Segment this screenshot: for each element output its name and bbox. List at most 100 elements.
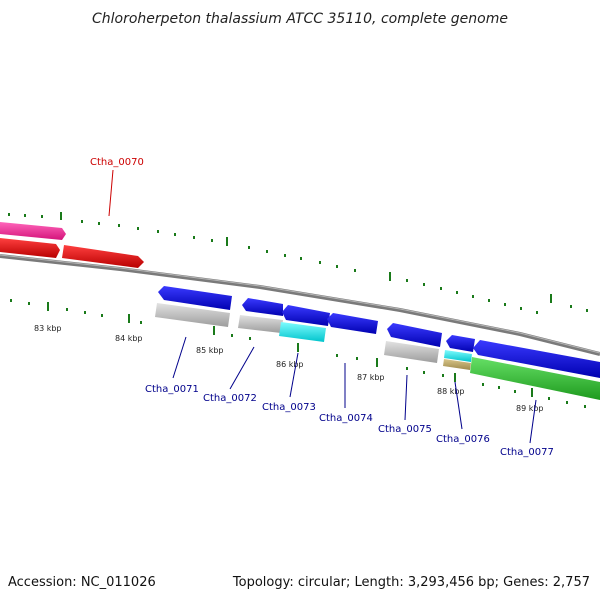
tick-dot (406, 279, 408, 282)
leader-line (404, 374, 408, 421)
gene-reverse-blue-4[interactable] (327, 313, 378, 334)
tick-major (531, 388, 533, 397)
gene-reverse-gray-3[interactable] (384, 341, 439, 363)
gene-reverse-blue-7[interactable] (473, 340, 600, 378)
tick-dot (336, 265, 338, 268)
tick-dot (570, 305, 572, 308)
gene-label-ctha-0074[interactable]: Ctha_0074 (319, 413, 373, 424)
tick-dot (8, 213, 10, 216)
scale-label: 84 kbp (115, 334, 143, 343)
tick-dot (354, 269, 356, 272)
gene-forward-red-2[interactable] (62, 245, 144, 268)
tick-major (60, 212, 62, 220)
gene-label-ctha-0077[interactable]: Ctha_0077 (500, 447, 554, 458)
tick-dot (536, 311, 538, 314)
gene-label-ctha-0073[interactable]: Ctha_0073 (262, 402, 316, 413)
gene-reverse-blue-3[interactable] (282, 305, 330, 326)
tick-major (389, 272, 391, 281)
genome-backbone-highlight (0, 254, 600, 354)
leader-line (229, 346, 255, 390)
gene-forward-pink[interactable] (0, 222, 66, 240)
tick-dot (566, 401, 568, 404)
tick-dot (28, 302, 30, 305)
tick-dot (231, 334, 233, 337)
tick-major (213, 326, 215, 335)
scale-label: 85 kbp (196, 346, 224, 355)
tick-major (226, 237, 228, 246)
tick-dot (319, 261, 321, 264)
tick-dot (440, 287, 442, 290)
tick-dot (336, 354, 338, 357)
gene-reverse-blue-2[interactable] (242, 298, 283, 316)
leader-line (454, 381, 463, 430)
tick-dot (284, 254, 286, 257)
tick-dot (300, 257, 302, 260)
scale-label: 89 kbp (516, 404, 544, 413)
tick-dot (482, 383, 484, 386)
tick-dot (548, 397, 550, 400)
tick-dot (586, 309, 588, 312)
tick-dot (406, 367, 408, 370)
tick-dot (118, 224, 120, 227)
leader-line (289, 352, 299, 398)
tick-dot (488, 299, 490, 302)
tick-dot (423, 371, 425, 374)
tick-major (297, 343, 299, 352)
scale-label: 83 kbp (34, 324, 62, 333)
tick-major (376, 358, 378, 367)
tick-dot (140, 321, 142, 324)
tick-major (454, 373, 456, 382)
tick-dot (101, 314, 103, 317)
gene-reverse-blue-6[interactable] (446, 335, 475, 352)
scale-label: 88 kbp (437, 387, 465, 396)
tick-dot (157, 230, 159, 233)
tick-dot (248, 246, 250, 249)
leader-line (108, 169, 114, 217)
gene-reverse-cyan[interactable] (279, 322, 326, 342)
gene-reverse-green[interactable] (470, 357, 600, 400)
gene-forward-red-1[interactable] (0, 238, 60, 258)
tick-dot (356, 357, 358, 360)
tick-dot (193, 236, 195, 239)
gene-label-ctha-0075[interactable]: Ctha_0075 (378, 424, 432, 435)
gene-reverse-tan[interactable] (443, 359, 471, 370)
gene-label-ctha-0071[interactable]: Ctha_0071 (145, 384, 199, 395)
tick-dot (456, 291, 458, 294)
outer-tick-ring (8, 212, 588, 314)
tick-dot (249, 337, 251, 340)
map-title: Chloroherpeton thalassium ATCC 35110, co… (92, 11, 508, 27)
gene-reverse-blue-5[interactable] (387, 323, 442, 347)
tick-dot (10, 299, 12, 302)
tick-dot (520, 307, 522, 310)
tick-dot (514, 390, 516, 393)
gene-reverse-cyan-2[interactable] (444, 350, 472, 362)
tick-dot (174, 233, 176, 236)
leader-line (529, 399, 537, 444)
gene-reverse-gray-1[interactable] (155, 303, 230, 327)
tick-dot (66, 308, 68, 311)
tick-dot (423, 283, 425, 286)
genome-stats-text: Topology: circular; Length: 3,293,456 bp… (232, 575, 590, 590)
tick-dot (24, 214, 26, 217)
gene-reverse-gray-2[interactable] (238, 315, 283, 333)
gene-label-ctha-0076[interactable]: Ctha_0076 (436, 434, 490, 445)
tick-dot (41, 215, 43, 218)
tick-dot (81, 220, 83, 223)
tick-dot (266, 250, 268, 253)
accession-text: Accession: NC_011026 (8, 575, 156, 590)
tick-dot (498, 386, 500, 389)
tick-major (47, 302, 49, 311)
genome-backbone (0, 254, 600, 356)
gene-reverse-blue-1[interactable] (158, 286, 232, 310)
gene-label-ctha-0072[interactable]: Ctha_0072 (203, 393, 257, 404)
inner-tick-ring (10, 299, 586, 408)
tick-dot (584, 405, 586, 408)
tick-dot (98, 222, 100, 225)
tick-dot (472, 295, 474, 298)
leader-line (172, 336, 187, 379)
gene-label-ctha-0070[interactable]: Ctha_0070 (90, 157, 144, 168)
tick-dot (84, 311, 86, 314)
scale-label: 87 kbp (357, 373, 385, 382)
scale-label: 86 kbp (276, 360, 304, 369)
